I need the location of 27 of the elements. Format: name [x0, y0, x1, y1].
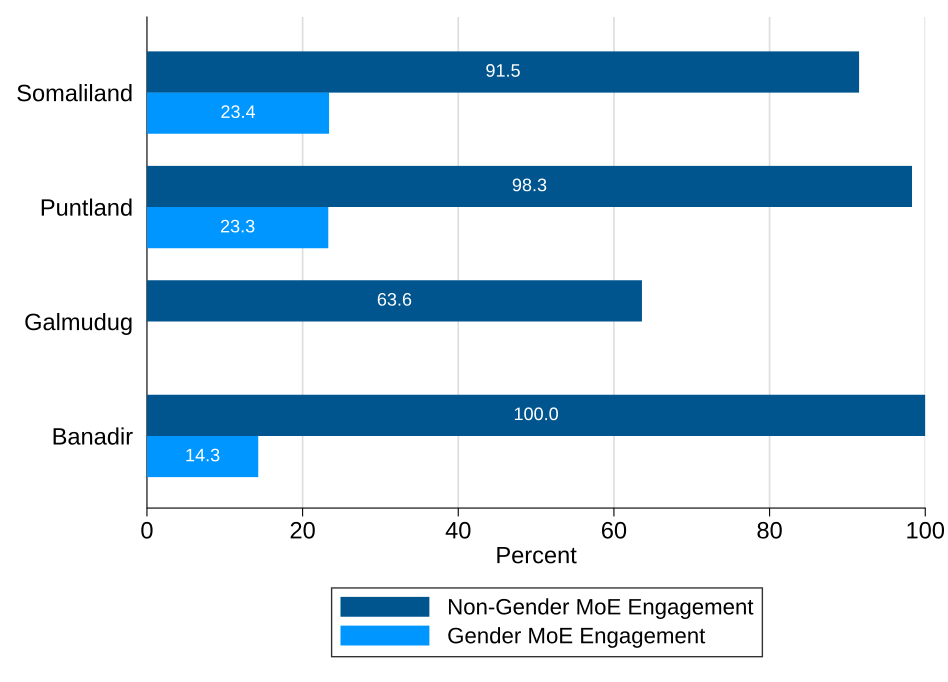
x-tick-label: 60 — [602, 522, 626, 539]
data-label: 23.3 — [220, 220, 254, 233]
bar — [146, 166, 912, 208]
data-label: 91.5 — [486, 64, 520, 77]
data-label: 63.6 — [378, 292, 412, 306]
data-label: 98.3 — [512, 178, 546, 192]
bar — [146, 436, 258, 478]
x-tick-label: 100 — [907, 522, 944, 539]
y-tick-label: Banadir — [54, 427, 133, 445]
y-tick-label: Galmudug — [25, 312, 132, 335]
bar — [146, 51, 860, 93]
x-tick-label: 0 — [141, 522, 153, 539]
y-tick-label: Somaliland — [17, 84, 132, 102]
legend-label: Gender MoE Engagement — [448, 627, 706, 648]
data-label: 100.0 — [514, 407, 558, 420]
x-tick-label: 40 — [446, 522, 470, 539]
x-tick-label: 80 — [757, 522, 782, 539]
bar — [146, 207, 328, 248]
bar — [146, 92, 330, 134]
x-tick-label: 20 — [290, 522, 315, 539]
y-tick-label: Puntland — [42, 198, 132, 216]
x-axis-title: Percent — [497, 546, 577, 564]
bar — [146, 280, 642, 322]
bar — [146, 394, 926, 436]
data-label: 14.3 — [186, 448, 220, 462]
legend-label: Non-Gender MoE Engagement — [448, 598, 754, 619]
data-label: 23.4 — [221, 105, 256, 118]
